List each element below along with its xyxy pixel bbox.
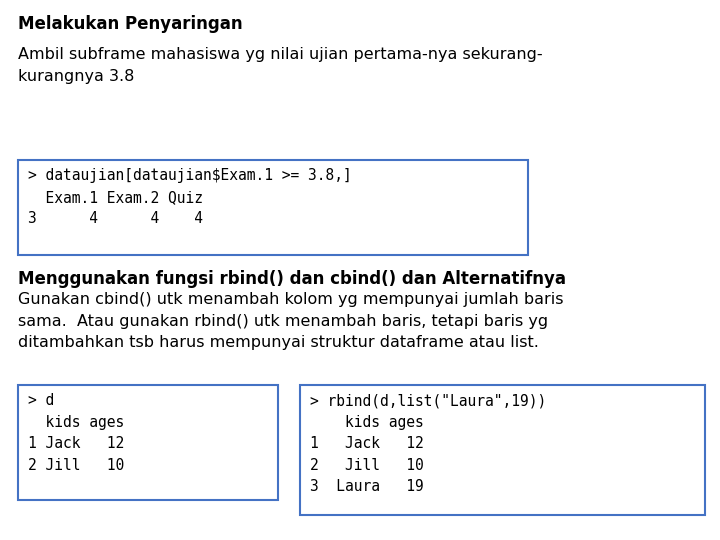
Text: > dataujian[dataujian$Exam.1 >= 3.8,]
  Exam.1 Exam.2 Quiz
3      4      4    4: > dataujian[dataujian$Exam.1 >= 3.8,] Ex… — [28, 168, 352, 226]
FancyBboxPatch shape — [18, 385, 278, 500]
FancyBboxPatch shape — [18, 160, 528, 255]
Text: > rbind(d,list("Laura",19))
    kids ages
1   Jack   12
2   Jill   10
3  Laura  : > rbind(d,list("Laura",19)) kids ages 1 … — [310, 393, 546, 495]
Text: Melakukan Penyaringan: Melakukan Penyaringan — [18, 15, 243, 33]
Text: Ambil subframe mahasiswa yg nilai ujian pertama-nya sekurang-
kurangnya 3.8: Ambil subframe mahasiswa yg nilai ujian … — [18, 47, 543, 84]
Text: Menggunakan fungsi rbind() dan cbind() dan Alternatifnya: Menggunakan fungsi rbind() dan cbind() d… — [18, 270, 566, 288]
FancyBboxPatch shape — [300, 385, 705, 515]
Text: Gunakan cbind() utk menambah kolom yg mempunyai jumlah baris
sama.  Atau gunakan: Gunakan cbind() utk menambah kolom yg me… — [18, 292, 564, 350]
Text: > d
  kids ages
1 Jack   12
2 Jill   10: > d kids ages 1 Jack 12 2 Jill 10 — [28, 393, 125, 473]
